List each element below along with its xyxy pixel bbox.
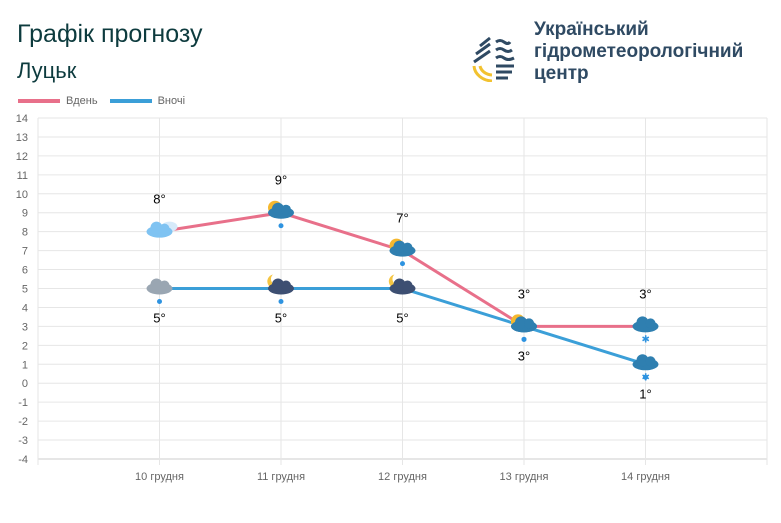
legend-swatch-day[interactable] [18, 99, 60, 103]
svg-text:✱: ✱ [642, 372, 650, 383]
y-tick-label: 2 [22, 340, 28, 352]
y-tick-label: 12 [16, 151, 28, 163]
partly-cloudy-rain-icon [511, 314, 537, 342]
legend-swatch-night[interactable] [109, 99, 152, 103]
y-tick-label: 9 [22, 208, 28, 220]
y-tick-label: 4 [22, 302, 28, 314]
data-label: 3° [518, 286, 530, 301]
data-label: 3° [518, 348, 530, 363]
legend-label-night[interactable]: Вночі [157, 95, 186, 107]
y-tick-label: 3 [22, 321, 28, 333]
y-tick-label: 5 [22, 284, 28, 296]
x-tick-label: 10 грудня [135, 471, 184, 483]
y-tick-label: 1 [22, 359, 28, 371]
y-tick-label: 8 [22, 227, 28, 239]
data-label: 8° [153, 192, 165, 207]
data-label: 9° [275, 173, 287, 188]
y-tick-label: 13 [16, 132, 28, 144]
y-tick-label: 10 [16, 189, 28, 201]
data-label: 5° [275, 311, 287, 326]
y-tick-label: 11 [17, 170, 28, 182]
y-tick-label: 14 [16, 113, 28, 125]
org-line: Український [534, 19, 649, 40]
moon-cloud-icon [388, 274, 416, 295]
city-name: Луцьк [17, 58, 77, 83]
cloud-rain-snow-icon: ✱ [632, 354, 659, 383]
cloudy-icon [146, 221, 178, 238]
y-tick-label: 7 [22, 246, 28, 258]
x-tick-label: 11 грудня [257, 471, 305, 483]
cloud-snow-icon: ✱ [632, 316, 659, 345]
organization-name: Український гідрометеорологічний центр [534, 19, 743, 85]
partly-cloudy-rain-icon [268, 200, 294, 229]
data-label: 5° [153, 311, 165, 326]
ugmc-logo-icon [472, 36, 515, 82]
x-tick-label: 13 грудня [500, 471, 549, 483]
chart-legend: Вдень Вночі [18, 95, 185, 107]
y-tick-label: -2 [18, 416, 28, 428]
cloud-rain-icon [146, 278, 173, 304]
data-label: 3° [639, 286, 651, 301]
data-label: 1° [639, 386, 651, 401]
y-tick-label: -3 [18, 435, 28, 447]
partly-cloudy-rain-icon [389, 238, 416, 267]
data-label: 7° [396, 211, 408, 226]
y-tick-label: 0 [22, 378, 28, 390]
svg-text:✱: ✱ [642, 334, 650, 345]
y-tick-label: 6 [22, 265, 28, 277]
legend-label-day[interactable]: Вдень [66, 95, 98, 107]
org-line: гідрометеорологічний [534, 41, 744, 62]
moon-cloud-rain-icon [267, 274, 294, 304]
y-tick-label: -1 [18, 397, 28, 409]
org-line: центр [534, 63, 589, 84]
x-tick-label: 14 грудня [621, 471, 670, 483]
x-tick-label: 12 грудня [378, 471, 427, 483]
data-label: 5° [396, 311, 408, 326]
y-tick-label: -4 [18, 454, 28, 466]
page-title: Графік прогнозу [17, 20, 203, 48]
